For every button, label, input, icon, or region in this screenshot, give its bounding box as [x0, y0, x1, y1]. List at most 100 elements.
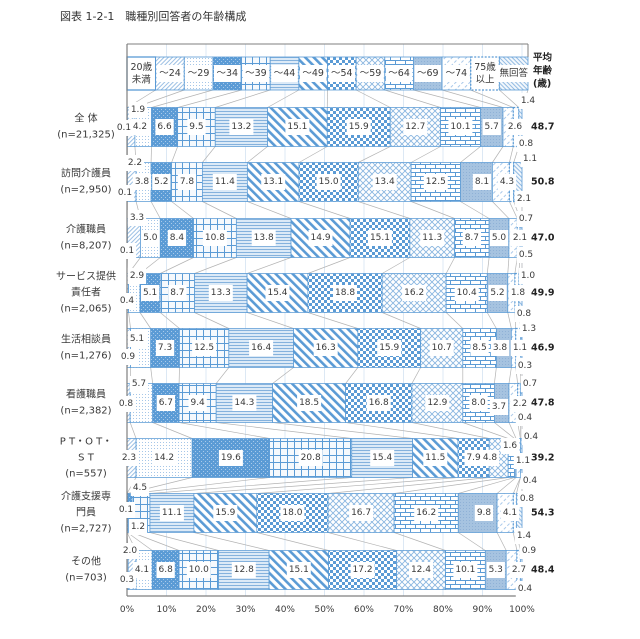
value-label-text: 0.1 — [117, 123, 131, 133]
series-connector-line — [194, 312, 229, 329]
value-label-text: 0.4 — [523, 476, 538, 486]
value-label: 15.1 — [367, 230, 392, 246]
value-label-box — [482, 119, 501, 135]
value-label-box — [118, 349, 138, 365]
value-label: 9.5 — [187, 119, 206, 135]
legend-item: ～59 — [355, 56, 386, 91]
legend-item: ～54 — [327, 56, 357, 91]
value-label-box — [117, 243, 137, 259]
value-label-text: 4.5 — [133, 483, 147, 493]
value-label: 4.1 — [132, 562, 152, 578]
value-label: 0.1 — [115, 185, 135, 201]
series-connector-line — [327, 532, 397, 551]
x-tick-label: 30% — [235, 605, 255, 615]
value-label-text: 0.3 — [518, 361, 532, 371]
value-label-box — [423, 450, 448, 466]
value-label-text: 3.7 — [492, 402, 506, 412]
value-label-box — [285, 119, 310, 135]
value-label-text: 2.0 — [123, 546, 138, 556]
row-labels: 全 体 (n=21,325) 訪問介護員 (n=2,950) 介護職員 (n=8,207)… — [56, 112, 116, 584]
value-label-text: 13.4 — [375, 177, 395, 187]
series-connector-line — [328, 477, 490, 494]
value-label: 2.1 — [510, 230, 530, 246]
value-label-text: 16.8 — [369, 398, 389, 408]
legend-label: 無回答 — [499, 67, 528, 79]
row-label: 生活相談員 (n=1,276) — [60, 333, 111, 362]
series-connector-line — [247, 201, 292, 219]
series-connector-line — [462, 422, 509, 439]
series-connector-line — [149, 477, 352, 494]
value-label-box — [152, 450, 177, 466]
legend-label-box — [385, 65, 413, 82]
series-connector-line — [460, 146, 481, 163]
value-label-text: 10.8 — [205, 233, 225, 243]
value-label-text: 12.8 — [234, 565, 254, 575]
value-label-box — [202, 230, 227, 246]
series-connector-line — [411, 422, 490, 439]
value-label: 7.9 — [464, 450, 483, 466]
value-label-text: 0.8 — [119, 399, 134, 409]
value-label-box — [218, 450, 243, 466]
value-label-box — [297, 395, 322, 411]
legend-label-box — [357, 65, 384, 82]
series-connector-line — [149, 532, 219, 551]
value-label: 0.9 — [118, 349, 138, 365]
value-label-text: 1.6 — [503, 441, 518, 451]
series-connector-line — [458, 532, 486, 551]
value-label: 0.7 — [520, 376, 540, 392]
value-label-text: 3.8 — [135, 177, 150, 187]
series-connector-line — [381, 257, 411, 274]
value-label-box — [462, 230, 481, 246]
series-connector-line — [410, 146, 441, 163]
value-label-text: 10.1 — [450, 122, 470, 132]
value-label: 14.9 — [308, 230, 333, 246]
value-label: 1.4 — [514, 528, 534, 544]
value-label: 4.1 — [500, 505, 520, 521]
value-label-text: 15.4 — [372, 453, 392, 463]
average-age-value: 46.9 — [531, 343, 554, 354]
value-label-box — [128, 102, 148, 118]
value-label-text: 11.5 — [425, 453, 445, 463]
value-label: 5.7 — [129, 376, 149, 392]
value-label-box — [510, 230, 530, 246]
series-connector-line — [159, 312, 180, 329]
value-label-box — [423, 174, 448, 190]
value-label: 0.1 — [117, 243, 137, 259]
series-connector-line — [247, 146, 268, 163]
bar-row — [126, 382, 523, 424]
row-label: P T・O T・ S T (n=557) — [60, 437, 112, 480]
series-connector-line — [256, 477, 459, 494]
value-label-box — [116, 502, 136, 518]
value-label-box — [117, 572, 137, 588]
value-label-text: 15.4 — [267, 288, 287, 298]
series-connector-line — [216, 422, 352, 439]
value-label: 18.5 — [297, 395, 322, 411]
value-label-box — [514, 306, 534, 322]
value-label: 11.3 — [420, 230, 445, 246]
value-label-box — [127, 331, 147, 347]
value-label: 1.6 — [500, 438, 520, 454]
series-connector-line — [486, 312, 497, 329]
average-age-value: 50.8 — [531, 177, 555, 188]
legend-item: ～24 — [155, 56, 185, 91]
series-connector-line — [139, 312, 151, 329]
value-label: 13.1 — [261, 174, 286, 190]
x-tick-label: 50% — [314, 605, 334, 615]
series-connector-line — [492, 201, 510, 219]
series-connector-line — [345, 367, 359, 384]
value-label: 5.3 — [486, 562, 505, 578]
value-label-text: 3.3 — [130, 213, 144, 223]
value-label-box — [521, 429, 541, 445]
row-label-line: (n=2,065) — [60, 304, 111, 315]
value-label-text: 8.4 — [170, 233, 185, 243]
value-label-text: 13.3 — [211, 288, 231, 298]
value-label-box — [518, 268, 538, 284]
value-label: 13.4 — [372, 174, 397, 190]
value-label-box — [497, 174, 517, 190]
value-label-box — [346, 119, 371, 135]
series-connector-line — [160, 257, 194, 274]
series-connector-line — [410, 201, 455, 219]
series-connector-line — [470, 89, 514, 108]
series-connector-line — [215, 367, 230, 384]
value-label: 10.4 — [454, 285, 479, 301]
